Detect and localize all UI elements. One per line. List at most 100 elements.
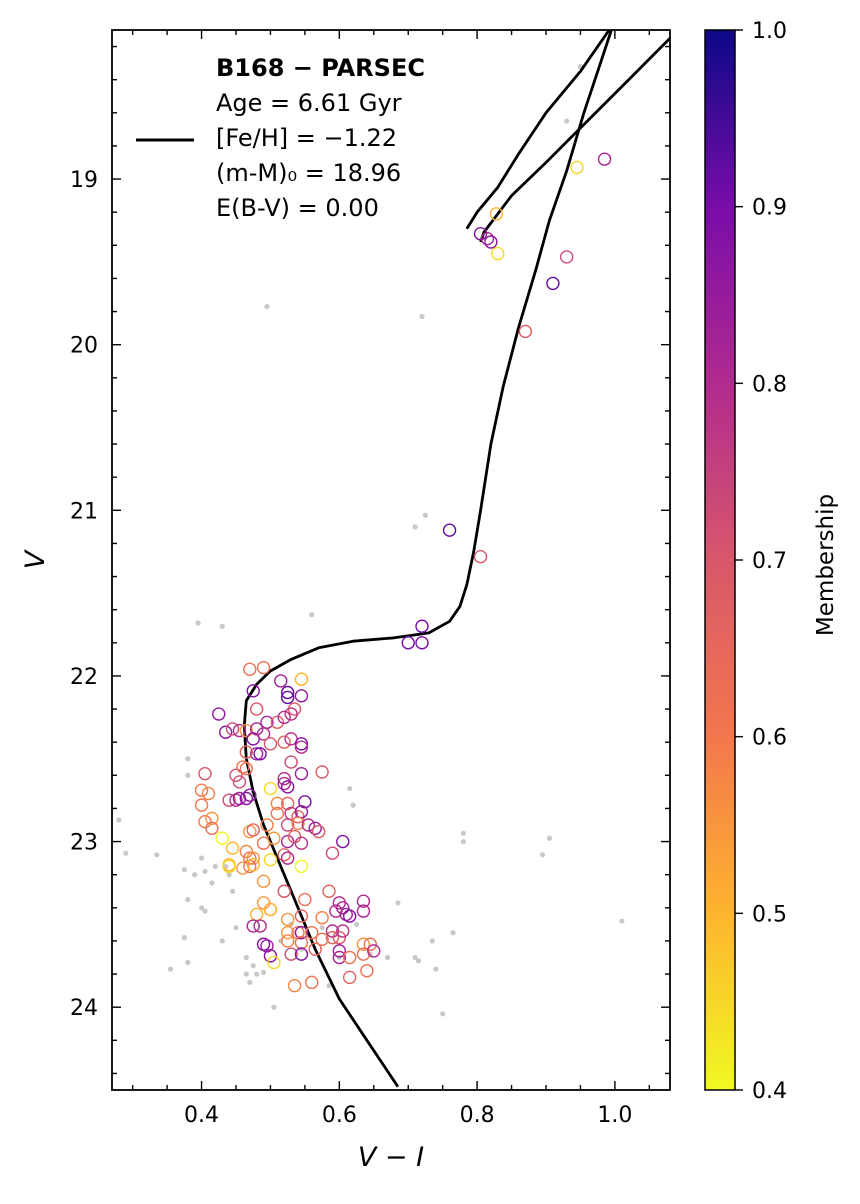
- colorbar-tick-label: 0.9: [752, 196, 787, 221]
- field-star: [271, 1004, 277, 1010]
- colorbar-gradient: [704, 29, 736, 1091]
- member-star: [263, 781, 278, 796]
- field-star: [198, 905, 205, 911]
- member-star: [401, 636, 415, 650]
- field-star: [167, 966, 174, 972]
- member-star: [322, 884, 336, 898]
- field-star: [433, 966, 439, 972]
- legend-age: Age = 6.61 Gyr: [216, 89, 402, 117]
- member-star: [256, 874, 271, 889]
- field-star: [260, 969, 267, 976]
- field-star: [412, 954, 418, 961]
- legend: B168 − PARSEC Age = 6.61 Gyr [Fe/H] = −1…: [136, 54, 425, 222]
- member-star: [222, 859, 236, 874]
- member-star: [284, 755, 298, 769]
- member-star: [315, 911, 329, 925]
- isochrone-agb-branch: [465, 30, 611, 230]
- member-star: [263, 949, 278, 963]
- colorbar-tick-label: 1.0: [752, 19, 787, 44]
- member-star: [194, 783, 209, 797]
- member-star: [294, 740, 309, 754]
- y-tick-label: 23: [70, 831, 98, 856]
- member-star: [246, 684, 260, 698]
- field-star: [185, 772, 191, 778]
- field-star: [202, 868, 208, 874]
- field-star: [209, 880, 215, 886]
- field-star: [460, 830, 466, 836]
- member-star: [280, 780, 295, 794]
- member-star: [294, 909, 309, 923]
- member-star: [415, 636, 429, 650]
- colorbar-tick-label: 0.4: [752, 1079, 787, 1104]
- field-star: [185, 896, 191, 903]
- field-star: [309, 612, 315, 618]
- field-star: [123, 850, 129, 856]
- field-star: [450, 930, 456, 936]
- member-star: [280, 685, 295, 700]
- isochrone-main-branch: [242, 30, 613, 1088]
- member-star: [277, 884, 291, 898]
- member-star: [239, 723, 254, 738]
- member-star: [194, 798, 209, 812]
- member-star: [305, 975, 319, 990]
- member-star: [546, 276, 560, 291]
- field-star: [243, 954, 249, 961]
- member-star: [305, 925, 319, 940]
- member-star: [256, 727, 271, 741]
- member-star: [356, 937, 371, 951]
- member-star: [280, 690, 295, 705]
- x-tick-label: 1.0: [597, 1103, 632, 1128]
- member-star: [256, 660, 271, 675]
- field-star: [219, 938, 225, 944]
- field-star: [415, 958, 422, 964]
- member-star: [570, 160, 584, 175]
- member-star: [222, 793, 236, 807]
- member-star: [442, 523, 457, 537]
- member-star: [246, 919, 260, 933]
- field-star: [198, 855, 205, 861]
- member-star: [367, 944, 381, 958]
- member-star: [325, 930, 340, 945]
- field-star: [353, 921, 360, 927]
- y-tick-label: 20: [70, 334, 98, 359]
- member-star: [236, 760, 250, 774]
- field-star: [202, 908, 208, 914]
- member-star: [332, 950, 347, 965]
- isochrone-rgb-branch: [479, 37, 670, 243]
- member-star: [249, 907, 264, 922]
- y-tick-label: 21: [70, 499, 98, 524]
- member-star: [597, 152, 612, 166]
- y-tick-label: 19: [70, 168, 98, 193]
- member-star: [253, 919, 267, 933]
- member-star: [198, 766, 212, 781]
- member-star: [518, 324, 533, 339]
- member-star: [215, 831, 229, 845]
- member-star: [342, 950, 357, 965]
- member-star: [294, 689, 309, 703]
- member-star: [280, 925, 295, 940]
- member-star: [246, 851, 260, 865]
- field-star: [429, 938, 435, 944]
- field-star: [384, 954, 391, 961]
- member-star: [332, 944, 347, 958]
- member-star: [559, 250, 574, 264]
- colorbar: 0.4 0.5 0.6 0.7 0.8 0.9 1.0 Membership: [704, 19, 839, 1104]
- member-stars: [194, 152, 612, 993]
- member-star: [277, 710, 291, 725]
- member-star: [280, 796, 295, 811]
- field-star: [564, 118, 570, 124]
- field-star: [546, 835, 553, 841]
- member-star: [342, 970, 357, 985]
- field-star: [181, 935, 187, 941]
- member-star: [225, 722, 240, 736]
- member-star: [332, 930, 347, 945]
- member-star: [315, 765, 329, 779]
- member-star: [232, 775, 247, 789]
- member-star: [294, 925, 309, 940]
- legend-reddening: E(B-V) = 0.00: [216, 194, 379, 222]
- field-star: [185, 959, 191, 966]
- field-star: [243, 971, 249, 977]
- y-axis: 19 20 21 22 23 24: [70, 45, 670, 1075]
- field-star: [254, 971, 260, 977]
- legend-title: B168 − PARSEC: [216, 54, 425, 82]
